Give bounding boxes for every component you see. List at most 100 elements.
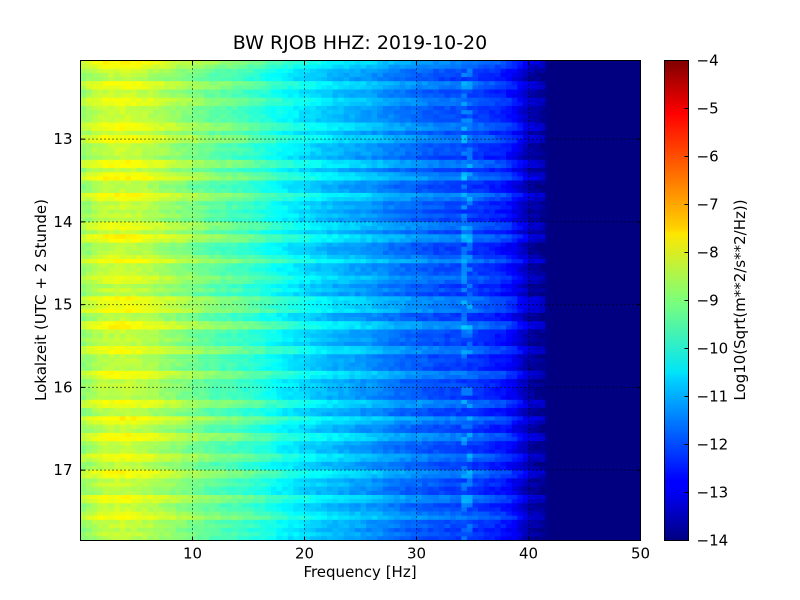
heatmap-cell xyxy=(489,234,496,239)
heatmap-cell xyxy=(119,238,126,243)
heatmap-cell xyxy=(226,122,233,128)
heatmap-cell xyxy=(444,259,451,264)
heatmap-cell xyxy=(433,110,440,115)
heatmap-cell xyxy=(214,143,221,148)
heatmap-cell xyxy=(394,226,401,231)
heatmap-cell xyxy=(489,242,496,248)
heatmap-cell xyxy=(214,97,221,103)
heatmap-cell xyxy=(91,110,98,115)
heatmap-cell xyxy=(237,213,244,219)
heatmap-cell xyxy=(276,263,283,268)
heatmap-cell xyxy=(287,226,294,231)
heatmap-cell xyxy=(366,246,373,252)
heatmap-cell xyxy=(550,230,557,235)
heatmap-cell xyxy=(511,114,518,119)
heatmap-cell xyxy=(590,250,597,256)
heatmap-cell xyxy=(601,197,608,202)
heatmap-cell xyxy=(629,122,636,128)
heatmap-cell xyxy=(606,114,613,119)
heatmap-cell xyxy=(466,93,473,99)
heatmap-cell xyxy=(282,250,289,256)
heatmap-cell xyxy=(399,205,406,210)
heatmap-cell xyxy=(394,184,401,190)
heatmap-cell xyxy=(444,60,451,66)
heatmap-cell xyxy=(461,68,468,74)
heatmap-cell xyxy=(500,134,507,140)
heatmap-cell xyxy=(181,242,188,248)
heatmap-cell xyxy=(332,217,339,223)
heatmap-cell xyxy=(226,213,233,219)
heatmap-cell xyxy=(293,242,300,248)
heatmap-cell xyxy=(164,217,171,223)
heatmap-cell xyxy=(595,151,602,157)
heatmap-cell xyxy=(601,254,608,260)
heatmap-cell xyxy=(102,130,109,136)
heatmap-cell xyxy=(483,242,490,248)
heatmap-cell xyxy=(556,250,563,256)
heatmap-cell xyxy=(354,77,361,82)
heatmap-cell xyxy=(618,259,625,264)
heatmap-cell xyxy=(394,205,401,210)
heatmap-cell xyxy=(623,180,630,186)
heatmap-cell xyxy=(360,217,367,223)
heatmap-cell xyxy=(478,114,485,119)
heatmap-cell xyxy=(517,64,524,70)
heatmap-cell xyxy=(209,205,216,210)
heatmap-cell xyxy=(567,85,574,90)
heatmap-cell xyxy=(511,205,518,210)
heatmap-cell xyxy=(254,188,261,194)
heatmap-cell xyxy=(175,205,182,210)
heatmap-cell xyxy=(433,221,440,227)
heatmap-cell xyxy=(606,81,613,86)
heatmap-cell xyxy=(338,155,345,161)
heatmap-cell xyxy=(304,217,311,223)
heatmap-cell xyxy=(170,192,177,198)
heatmap-cell xyxy=(153,192,160,198)
heatmap-cell xyxy=(360,60,367,66)
heatmap-cell xyxy=(293,101,300,107)
heatmap-cell xyxy=(556,188,563,194)
heatmap-cell xyxy=(170,172,177,177)
heatmap-cell xyxy=(483,89,490,95)
heatmap-cell xyxy=(125,188,132,194)
heatmap-cell xyxy=(343,93,350,99)
heatmap-cell xyxy=(276,118,283,123)
heatmap-cell xyxy=(310,151,317,157)
heatmap-cell xyxy=(332,155,339,161)
heatmap-cell xyxy=(343,89,350,95)
heatmap-cell xyxy=(427,209,434,215)
heatmap-cell xyxy=(175,180,182,186)
heatmap-cell xyxy=(175,176,182,181)
heatmap-cell xyxy=(534,97,541,103)
heatmap-cell xyxy=(343,242,350,248)
heatmap-cell xyxy=(153,230,160,235)
heatmap-cell xyxy=(528,188,535,194)
heatmap-cell xyxy=(534,180,541,186)
heatmap-cell xyxy=(354,151,361,157)
heatmap-cell xyxy=(338,106,345,111)
heatmap-cell xyxy=(136,122,143,128)
heatmap-cell xyxy=(293,106,300,111)
heatmap-cell xyxy=(405,143,412,148)
heatmap-cell xyxy=(164,93,171,99)
heatmap-cell xyxy=(332,242,339,248)
heatmap-cell xyxy=(198,101,205,107)
heatmap-cell xyxy=(584,205,591,210)
heatmap-cell xyxy=(338,72,345,78)
heatmap-cell xyxy=(601,151,608,157)
heatmap-cell xyxy=(315,77,322,82)
heatmap-cell xyxy=(366,213,373,219)
heatmap-cell xyxy=(377,101,384,107)
heatmap-cell xyxy=(248,89,255,95)
heatmap-cell xyxy=(623,151,630,157)
heatmap-cell xyxy=(438,221,445,227)
heatmap-cell xyxy=(265,77,272,82)
heatmap-cell xyxy=(461,110,468,115)
heatmap-cell xyxy=(578,263,585,268)
heatmap-cell xyxy=(556,110,563,115)
heatmap-cell xyxy=(590,151,597,157)
heatmap-cell xyxy=(405,238,412,243)
heatmap-cell xyxy=(142,201,149,206)
heatmap-cell xyxy=(80,93,87,99)
heatmap-cell xyxy=(248,60,255,66)
